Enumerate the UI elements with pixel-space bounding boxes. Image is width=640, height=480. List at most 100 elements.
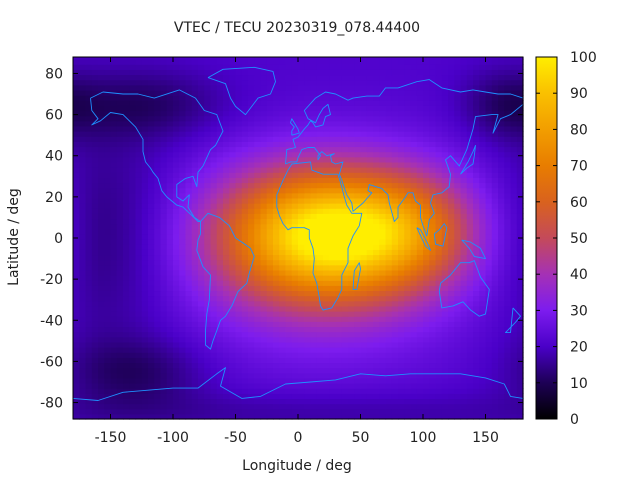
heatmap-cell <box>404 362 412 369</box>
heatmap-cell <box>479 336 487 343</box>
heatmap-cell <box>366 290 374 297</box>
heatmap-cell <box>441 383 449 389</box>
heatmap-cell <box>366 393 374 400</box>
heatmap-cell <box>391 398 399 405</box>
heatmap-cell <box>291 377 299 384</box>
heatmap-cell <box>85 84 93 91</box>
heatmap-cell <box>473 331 480 338</box>
heatmap-cell <box>135 105 143 112</box>
heatmap-cell <box>510 290 518 297</box>
heatmap-cell <box>198 233 205 240</box>
heatmap-cell <box>110 151 118 158</box>
heatmap-cell <box>448 357 455 364</box>
heatmap-cell <box>479 233 487 240</box>
heatmap-cell <box>360 223 368 230</box>
heatmap-cell <box>198 372 205 379</box>
heatmap-cell <box>73 59 80 65</box>
heatmap-cell <box>291 167 299 173</box>
heatmap-cell <box>404 331 412 338</box>
heatmap-cell <box>348 393 355 400</box>
heatmap-cell <box>154 177 162 184</box>
heatmap-cell <box>516 383 524 389</box>
heatmap-cell <box>329 125 337 132</box>
heatmap-cell <box>141 269 149 276</box>
heatmap-cell <box>273 259 280 266</box>
heatmap-cell <box>416 187 424 194</box>
heatmap-cell <box>91 100 99 106</box>
heatmap-cell <box>391 336 399 343</box>
heatmap-cell <box>210 136 218 142</box>
heatmap-cell <box>191 295 199 302</box>
heatmap-cell <box>348 269 355 276</box>
heatmap-cell <box>366 151 374 158</box>
heatmap-cell <box>198 197 205 204</box>
heatmap-cell <box>498 197 505 204</box>
heatmap-cell <box>404 192 412 199</box>
heatmap-cell <box>185 187 193 194</box>
heatmap-cell <box>73 233 80 240</box>
heatmap-cell <box>279 295 287 302</box>
heatmap-cell <box>291 269 299 276</box>
heatmap-cell <box>335 69 343 76</box>
heatmap-cell <box>429 259 437 266</box>
heatmap-cell <box>473 141 480 148</box>
heatmap-cell <box>329 280 337 286</box>
heatmap-cell <box>216 197 224 204</box>
heatmap-cell <box>404 295 412 302</box>
heatmap-cell <box>348 100 355 106</box>
heatmap-cell <box>285 89 293 96</box>
heatmap-cell <box>460 295 468 302</box>
heatmap-cell <box>273 249 280 256</box>
heatmap-cell <box>329 69 337 76</box>
heatmap-cell <box>123 213 130 220</box>
heatmap-cell <box>98 100 105 106</box>
heatmap-cell <box>229 192 237 199</box>
heatmap-cell <box>273 208 280 214</box>
heatmap-cell <box>191 254 199 261</box>
heatmap-cell <box>323 197 330 204</box>
heatmap-cell <box>241 352 249 358</box>
heatmap-cell <box>166 228 174 235</box>
heatmap-cell <box>310 347 318 353</box>
heatmap-cell <box>416 305 424 312</box>
heatmap-cell <box>329 218 337 225</box>
heatmap-cell <box>73 125 80 132</box>
heatmap-cell <box>341 413 349 420</box>
heatmap-cell <box>466 300 474 307</box>
heatmap-cell <box>173 413 180 420</box>
heatmap-cell <box>504 64 512 70</box>
heatmap-cell <box>110 146 118 153</box>
heatmap-cell <box>491 115 499 122</box>
heatmap-cell <box>335 125 343 132</box>
heatmap-cell <box>260 95 268 101</box>
heatmap-cell <box>123 131 130 137</box>
heatmap-cell <box>379 131 387 137</box>
heatmap-cell <box>129 336 137 343</box>
heatmap-cell <box>341 131 349 137</box>
heatmap-cell <box>441 151 449 158</box>
heatmap-cell <box>135 341 143 348</box>
heatmap-cell <box>323 84 330 91</box>
heatmap-cell <box>329 295 337 302</box>
heatmap-cell <box>410 187 418 194</box>
heatmap-cell <box>504 218 512 225</box>
heatmap-cell <box>304 95 312 101</box>
heatmap-cell <box>129 285 137 292</box>
heatmap-cell <box>379 357 387 364</box>
heatmap-cell <box>166 254 174 261</box>
heatmap-cell <box>341 203 349 209</box>
heatmap-cell <box>129 115 137 122</box>
heatmap-cell <box>148 218 155 225</box>
heatmap-cell <box>248 254 255 261</box>
heatmap-cell <box>441 177 449 184</box>
heatmap-cell <box>298 336 305 343</box>
heatmap-cell <box>391 239 399 245</box>
heatmap-cell <box>185 280 193 286</box>
heatmap-cell <box>466 228 474 235</box>
heatmap-cell <box>366 79 374 86</box>
heatmap-cell <box>85 228 93 235</box>
heatmap-cell <box>435 377 443 384</box>
heatmap-cell <box>285 239 293 245</box>
heatmap-cell <box>479 79 487 86</box>
heatmap-cell <box>516 254 524 261</box>
